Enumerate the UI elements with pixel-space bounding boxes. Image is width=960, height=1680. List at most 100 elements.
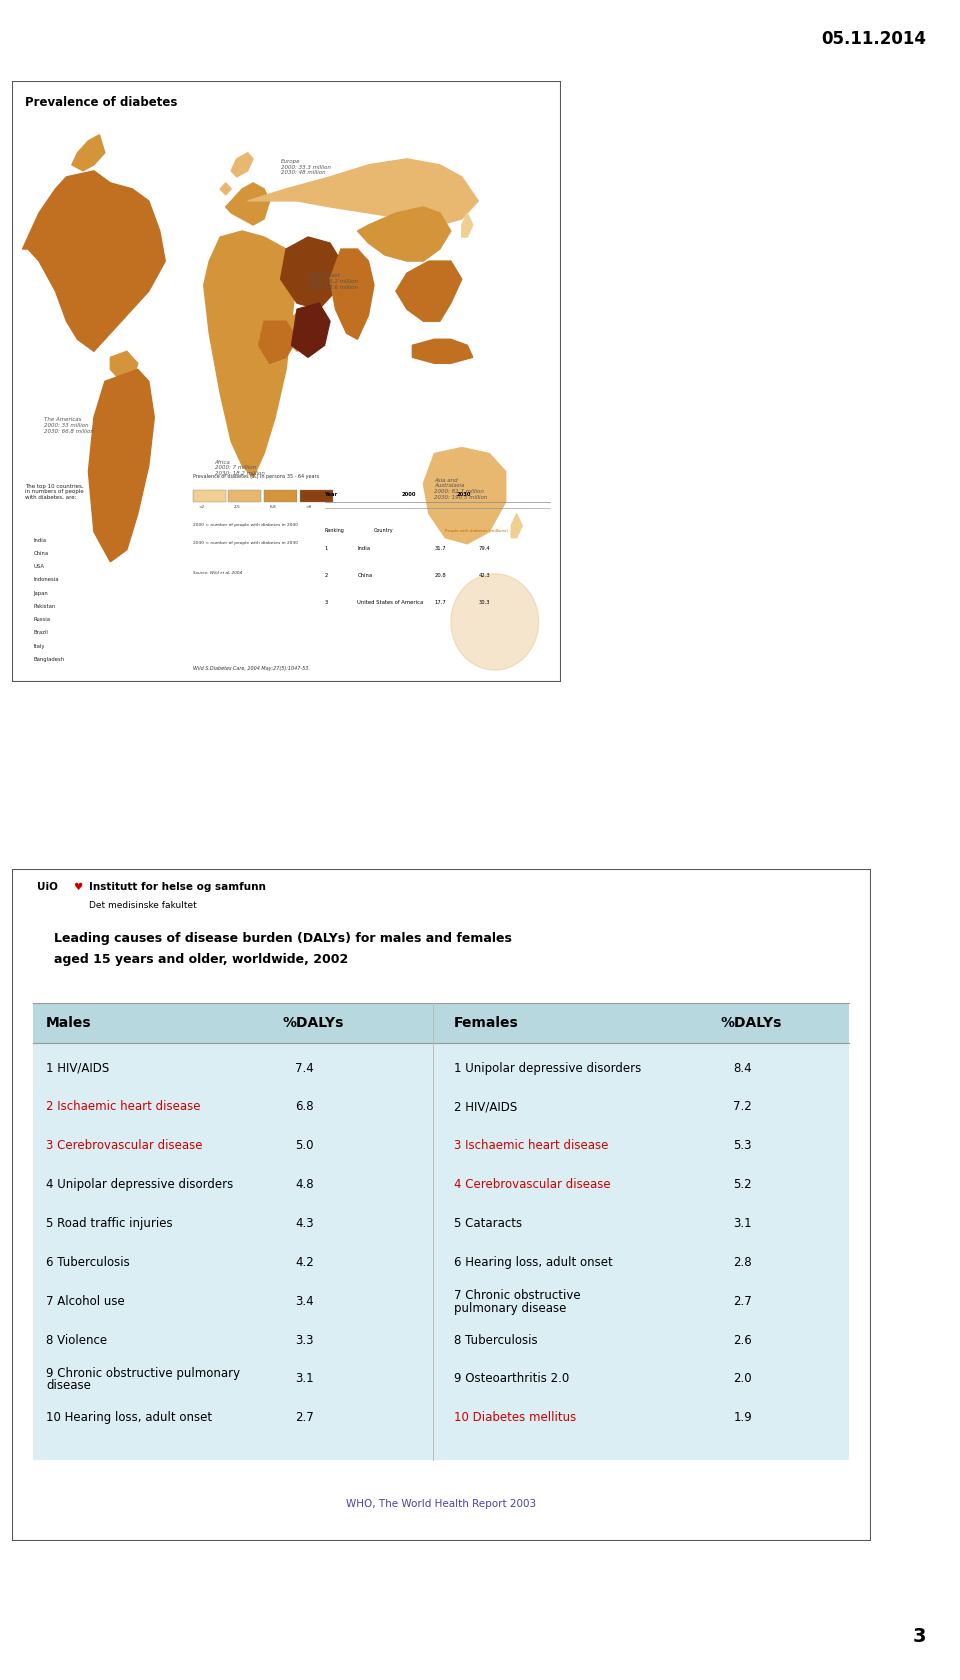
Text: India: India <box>34 538 46 543</box>
Text: 5 Cataracts: 5 Cataracts <box>454 1216 522 1230</box>
Bar <box>33 1003 850 1460</box>
Text: 2.7: 2.7 <box>733 1295 752 1307</box>
Text: 3.1: 3.1 <box>295 1373 314 1386</box>
Text: disease: disease <box>46 1379 91 1393</box>
Text: 3.3: 3.3 <box>295 1334 314 1346</box>
Polygon shape <box>423 447 506 544</box>
Polygon shape <box>22 171 165 351</box>
Text: 6.8: 6.8 <box>295 1100 314 1114</box>
Text: 20.8: 20.8 <box>434 573 446 578</box>
Text: Source: Wild et al, 2004: Source: Wild et al, 2004 <box>193 571 242 575</box>
Text: 3: 3 <box>324 600 327 605</box>
Text: 79.4: 79.4 <box>478 546 490 551</box>
Polygon shape <box>396 260 462 321</box>
Text: 3 Cerebrovascular disease: 3 Cerebrovascular disease <box>46 1139 203 1152</box>
Text: 9 Osteoarthritis 2.0: 9 Osteoarthritis 2.0 <box>454 1373 569 1386</box>
Text: 2.0: 2.0 <box>733 1373 752 1386</box>
Text: 8 Tuberculosis: 8 Tuberculosis <box>454 1334 538 1346</box>
Text: pulmonary disease: pulmonary disease <box>454 1302 566 1315</box>
Polygon shape <box>357 207 451 260</box>
Text: 2030 = number of people with diabetes in 2030: 2030 = number of people with diabetes in… <box>193 541 298 544</box>
Text: 7 Chronic obstructive: 7 Chronic obstructive <box>454 1289 581 1302</box>
Text: 1 HIV/AIDS: 1 HIV/AIDS <box>46 1062 109 1075</box>
Text: 6 Tuberculosis: 6 Tuberculosis <box>46 1257 130 1268</box>
Text: 10 Hearing loss, adult onset: 10 Hearing loss, adult onset <box>46 1411 212 1425</box>
Text: 42.3: 42.3 <box>478 573 490 578</box>
Text: 4.2: 4.2 <box>295 1257 314 1268</box>
Text: Middle East
2000: 15.2 million
2030: 42.6 million: Middle East 2000: 15.2 million 2030: 42.… <box>308 274 358 289</box>
Text: United States of America: United States of America <box>357 600 423 605</box>
Circle shape <box>451 575 539 670</box>
Text: Asia and
Australasia
2000: 82.7 million
2030: 190.5 million: Asia and Australasia 2000: 82.7 million … <box>434 477 488 501</box>
Text: Russia: Russia <box>34 617 51 622</box>
Polygon shape <box>462 213 472 237</box>
Bar <box>300 489 333 502</box>
Text: 4.3: 4.3 <box>295 1216 314 1230</box>
Text: 2000: 2000 <box>401 492 416 497</box>
Text: 2.8: 2.8 <box>733 1257 752 1268</box>
Text: 4 Unipolar depressive disorders: 4 Unipolar depressive disorders <box>46 1178 233 1191</box>
Text: 2 HIV/AIDS: 2 HIV/AIDS <box>454 1100 517 1114</box>
Text: Country: Country <box>374 528 394 533</box>
Text: 2.7: 2.7 <box>295 1411 314 1425</box>
Text: 1.9: 1.9 <box>733 1411 752 1425</box>
Text: 30.3: 30.3 <box>478 600 490 605</box>
Text: Prevalence of diabetes (%) in persons 35 - 64 years: Prevalence of diabetes (%) in persons 35… <box>193 474 319 479</box>
Text: Italy: Italy <box>34 643 45 648</box>
Text: 1: 1 <box>324 546 328 551</box>
Text: 7 Alcohol use: 7 Alcohol use <box>46 1295 125 1307</box>
Text: Females: Females <box>454 1016 518 1030</box>
Polygon shape <box>292 302 330 358</box>
Polygon shape <box>220 183 231 195</box>
Polygon shape <box>231 153 253 176</box>
Text: 3.1: 3.1 <box>733 1216 752 1230</box>
Text: 4.8: 4.8 <box>295 1178 314 1191</box>
Text: Institutt for helse og samfunn: Institutt for helse og samfunn <box>89 882 266 892</box>
Text: 2.6: 2.6 <box>733 1334 752 1346</box>
Polygon shape <box>72 134 105 171</box>
Text: UiO: UiO <box>37 882 59 892</box>
Text: %DALYs: %DALYs <box>720 1016 781 1030</box>
Text: WHO, The World Health Report 2003: WHO, The World Health Report 2003 <box>346 1499 537 1509</box>
Text: Year: Year <box>324 492 338 497</box>
Text: 10 Diabetes mellitus: 10 Diabetes mellitus <box>454 1411 576 1425</box>
Text: 6-8: 6-8 <box>270 504 276 509</box>
Text: Indonesia: Indonesia <box>34 578 59 583</box>
Text: India: India <box>357 546 371 551</box>
Text: 2-5: 2-5 <box>234 504 241 509</box>
Text: 8.4: 8.4 <box>733 1062 752 1075</box>
Text: 9 Chronic obstructive pulmonary: 9 Chronic obstructive pulmonary <box>46 1366 240 1379</box>
Text: 5.2: 5.2 <box>733 1178 752 1191</box>
Polygon shape <box>512 514 522 538</box>
Text: Wild S.Diabetes Care, 2004 May;27(5):1047-53.: Wild S.Diabetes Care, 2004 May;27(5):104… <box>193 665 310 670</box>
Text: 5 Road traffic injuries: 5 Road traffic injuries <box>46 1216 173 1230</box>
Text: >8: >8 <box>305 504 311 509</box>
Text: 2: 2 <box>324 573 328 578</box>
Text: Prevalence of diabetes: Prevalence of diabetes <box>25 96 178 109</box>
Text: The top 10 countries,
in numbers of people
with diabetes, are:: The top 10 countries, in numbers of peop… <box>25 484 84 501</box>
Text: People with diabetes (millions): People with diabetes (millions) <box>445 529 508 533</box>
Text: <2: <2 <box>198 504 204 509</box>
Text: Europe
2000: 33.3 million
2030: 48 million: Europe 2000: 33.3 million 2030: 48 milli… <box>280 160 330 175</box>
Text: 5.0: 5.0 <box>295 1139 314 1152</box>
Text: Bangladesh: Bangladesh <box>34 657 64 662</box>
Text: ♥: ♥ <box>73 882 83 892</box>
Polygon shape <box>413 339 472 363</box>
Text: Africa
2000: 7 million
2030: 18.2 million: Africa 2000: 7 million 2030: 18.2 millio… <box>215 460 265 475</box>
Polygon shape <box>330 249 374 339</box>
Text: 3 Ischaemic heart disease: 3 Ischaemic heart disease <box>454 1139 609 1152</box>
Text: 2 Ischaemic heart disease: 2 Ischaemic heart disease <box>46 1100 201 1114</box>
Polygon shape <box>204 230 297 477</box>
Text: Males: Males <box>46 1016 91 1030</box>
Text: Det medisinske fakultet: Det medisinske fakultet <box>89 900 197 911</box>
Polygon shape <box>280 237 341 309</box>
Text: 3.4: 3.4 <box>295 1295 314 1307</box>
Polygon shape <box>286 309 314 351</box>
Polygon shape <box>88 370 155 561</box>
Text: Ranking: Ranking <box>324 528 345 533</box>
Text: China: China <box>34 551 49 556</box>
Polygon shape <box>110 351 138 381</box>
Text: 05.11.2014: 05.11.2014 <box>822 30 926 49</box>
Text: 3: 3 <box>913 1628 926 1646</box>
Bar <box>193 489 226 502</box>
